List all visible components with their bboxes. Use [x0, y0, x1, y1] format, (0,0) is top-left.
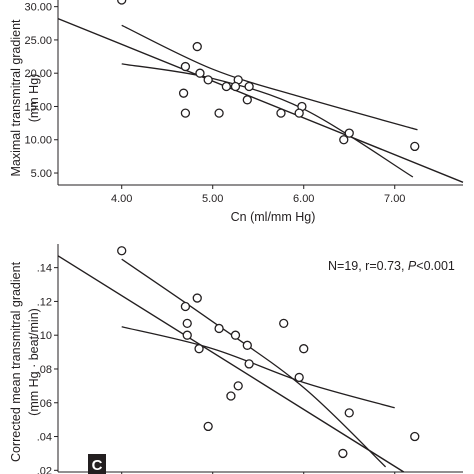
data-point: [230, 330, 241, 340]
data-point: [242, 95, 252, 105]
data-point: [344, 408, 354, 418]
data-point: [410, 141, 420, 152]
data-point: [192, 41, 202, 52]
data-point: [180, 301, 191, 312]
data-point: [226, 391, 236, 401]
data-point: [182, 318, 192, 329]
data-point: [230, 81, 241, 92]
data-point: [192, 293, 202, 303]
top-x-axis-title: Cn (ml/mm Hg): [231, 210, 316, 224]
y-tick-label: .14: [37, 263, 52, 275]
data-point: [279, 318, 289, 329]
data-point: [299, 344, 309, 354]
y-tick-label: 10.00: [24, 135, 52, 147]
y-tick-label: 15.00: [24, 101, 52, 113]
x-tick-label: 4.00: [111, 193, 132, 205]
data-point: [203, 75, 213, 85]
data-point: [221, 81, 232, 92]
data-point: [180, 61, 191, 72]
bottom-y-axis-title-line2: (mm Hg · beat/min): [27, 308, 41, 416]
y-tick-label: .08: [37, 364, 52, 376]
top-y-axis-title-line1: Maximal transmitral gradient: [9, 19, 23, 177]
data-point: [338, 448, 348, 459]
data-point: [203, 421, 213, 432]
y-tick-label: .06: [37, 398, 52, 410]
data-point: [180, 108, 191, 118]
confidence-band-upper: [121, 24, 418, 131]
regression-line: [57, 255, 405, 473]
data-point: [344, 128, 354, 138]
top-scatter-panel: 5.00 10.00 15.00 20.00 25.00 30.00 4.00 5.00 6.0…: [9, 0, 464, 224]
data-point: [242, 340, 252, 350]
x-tick-label: 7.00: [384, 193, 405, 205]
data-point: [276, 108, 286, 118]
stat-n-r: N=19, r=0.73,: [328, 259, 408, 273]
x-tick-label: 5.00: [202, 193, 223, 205]
y-tick-label: 30.00: [24, 2, 52, 14]
correlation-statistics: N=19, r=0.73, P<0.001: [328, 259, 455, 273]
data-point: [182, 330, 192, 340]
regression-line: [57, 17, 464, 183]
data-point: [214, 108, 224, 118]
data-point: [178, 88, 189, 98]
panel-label-letter: C: [92, 457, 103, 474]
data-point: [244, 81, 254, 92]
y-tick-label: .02: [37, 465, 52, 474]
data-point: [294, 108, 304, 118]
y-tick-label: .04: [37, 432, 52, 444]
data-point: [233, 381, 243, 391]
data-point: [214, 323, 224, 334]
stat-p-value: <0.001: [416, 259, 455, 273]
confidence-band-lower: [121, 326, 395, 409]
y-tick-label: 25.00: [24, 35, 52, 47]
y-tick-label: 20.00: [24, 68, 52, 80]
y-tick-label: .12: [37, 296, 52, 308]
confidence-band-upper: [121, 258, 387, 468]
panel-label-badge: [88, 454, 106, 474]
data-point: [339, 135, 349, 145]
confidence-band-lower: [121, 63, 414, 178]
data-point: [194, 344, 204, 354]
data-point: [410, 431, 420, 442]
data-point: [117, 246, 127, 256]
data-point: [244, 359, 254, 369]
top-y-axis-title-line2: (mm Hg): [27, 74, 41, 123]
data-point: [117, 0, 127, 5]
bottom-y-axis-title-line1: Corrected mean transmitral gradient: [9, 261, 23, 462]
y-tick-label: 5.00: [31, 168, 52, 180]
x-tick-label: 6.00: [293, 193, 314, 205]
data-point: [294, 372, 304, 383]
bottom-scatter-panel: .02 .04 .06 .08 .10 .12 .14 Corrected mean tran…: [9, 244, 463, 474]
data-point: [195, 68, 205, 78]
stat-p-symbol: P: [408, 259, 417, 273]
y-tick-label: .10: [37, 330, 52, 342]
